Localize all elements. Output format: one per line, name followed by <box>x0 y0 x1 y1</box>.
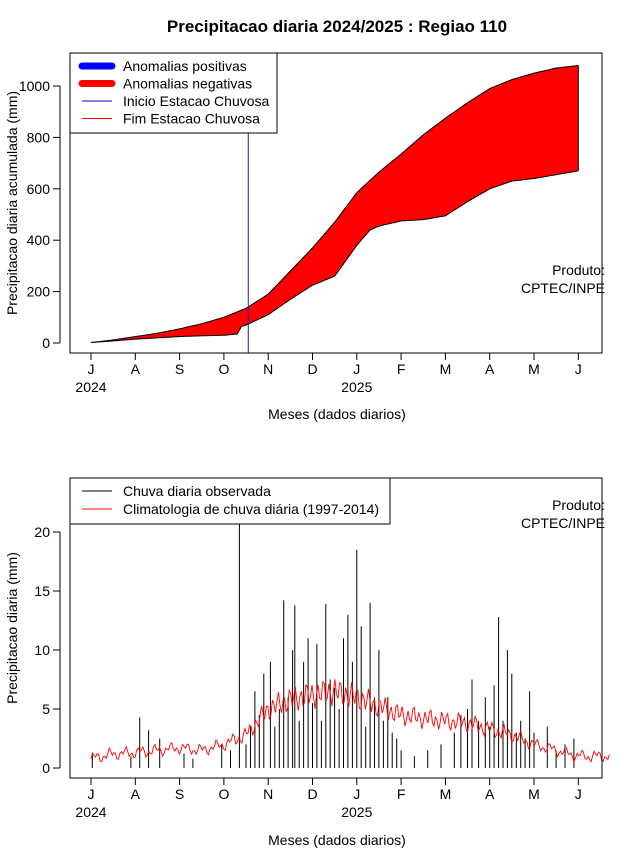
bottom-legend-box <box>69 477 391 525</box>
daily-precip-panel: J A S O N D J F M A M J 2024 2025 0 5 10 15 20 Chuva diar… <box>4 477 610 848</box>
bottom-x-tick-label: O <box>218 786 229 802</box>
top-x-axis: J A S O N D J F M A M J 2024 2025 <box>75 352 582 395</box>
bottom-legend: Chuva diaria observada Climatologia de ch… <box>69 477 391 525</box>
top-y-tick-label: 400 <box>27 232 51 248</box>
top-y-axis: 0 200 400 600 800 1000 <box>19 78 61 351</box>
top-legend: Anomalias positivas Anomalias negativasIn… <box>69 52 278 134</box>
top-legend-label: Fim Estacao Chuvosa <box>123 111 260 127</box>
top-x-tick-label: J <box>88 361 95 377</box>
bottom-y-tick-label: 20 <box>34 524 50 540</box>
bottom-x-tick-label: F <box>397 786 406 802</box>
bottom-year-label: 2024 <box>75 804 106 820</box>
bottom-x-tick-label: A <box>485 786 495 802</box>
top-plot-frame <box>69 52 603 354</box>
top-year-label: 2025 <box>341 379 372 395</box>
daily-bars-layer <box>91 522 575 768</box>
top-year-label: 2024 <box>75 379 106 395</box>
bottom-x-tick-label: J <box>575 786 582 802</box>
bottom-x-tick-label: J <box>353 786 360 802</box>
chart-title: Precipitacao diaria 2024/2025 : Regiao 1… <box>167 17 507 36</box>
bottom-product-note-line2: CPTEC/INPE <box>521 515 605 531</box>
bottom-product-note-line1: Produto: <box>552 497 605 513</box>
bottom-x-tick-label: J <box>88 786 95 802</box>
top-legend-label: Anomalias positivas <box>123 58 247 74</box>
climatology-cumulative-line <box>90 64 579 343</box>
top-y-tick-label: 600 <box>27 181 51 197</box>
top-x-tick-label: M <box>440 361 452 377</box>
bottom-legend-label: Climatologia de chuva diária (1997-2014) <box>123 501 379 517</box>
bottom-x-tick-label: N <box>263 786 273 802</box>
observed-cumulative-line <box>90 170 579 343</box>
climatology-line-layer <box>90 679 610 763</box>
bottom-year-label: 2025 <box>341 804 372 820</box>
top-x-tick-label: O <box>218 361 229 377</box>
bottom-y-tick-label: 10 <box>34 642 50 658</box>
top-y-tick-label: 800 <box>27 129 51 145</box>
top-x-tick-label: M <box>528 361 540 377</box>
anomaly-area-layer <box>91 65 579 343</box>
top-x-tick-label: A <box>131 361 141 377</box>
bottom-y-tick-label: 5 <box>42 701 50 717</box>
bottom-x-tick-label: M <box>440 786 452 802</box>
bottom-legend-label: Chuva diaria observada <box>123 483 271 499</box>
top-x-tick-label: J <box>353 361 360 377</box>
top-product-note-line2: CPTEC/INPE <box>521 280 605 296</box>
bottom-y-axis-label: Precipitacao diaria (mm) <box>4 552 20 704</box>
bottom-y-axis: 0 5 10 15 20 <box>34 524 61 776</box>
bottom-x-axis: J A S O N D J F M A M J 2024 2025 <box>75 777 582 820</box>
cumulative-precip-panel: J A S O N D J F M A M J 2024 2025 0 200 400 600 800 1000 A… <box>4 52 605 422</box>
top-x-tick-label: F <box>397 361 406 377</box>
top-product-note-line1: Produto: <box>552 262 605 278</box>
top-x-axis-label: Meses (dados diarios) <box>268 406 406 422</box>
top-x-tick-label: A <box>485 361 495 377</box>
bottom-y-tick-label: 15 <box>34 583 50 599</box>
daily-climatology-line <box>90 679 610 763</box>
cumulative-lines-layer <box>90 64 579 343</box>
bottom-x-axis-label: Meses (dados diarios) <box>268 832 406 848</box>
bottom-x-tick-label: M <box>528 786 540 802</box>
top-x-tick-label: D <box>307 361 317 377</box>
top-legend-label: Anomalias negativas <box>123 76 252 92</box>
negative-anomaly-area <box>91 65 579 343</box>
top-y-tick-label: 1000 <box>19 78 50 94</box>
bottom-y-tick-label: 0 <box>42 760 50 776</box>
top-x-tick-label: S <box>175 361 184 377</box>
top-x-tick-label: N <box>263 361 273 377</box>
top-y-tick-label: 0 <box>42 335 50 351</box>
bottom-x-tick-label: S <box>175 786 184 802</box>
top-y-tick-label: 200 <box>27 284 51 300</box>
bottom-x-tick-label: A <box>131 786 141 802</box>
top-y-axis-label: Precipitacao diaria acumulada (mm) <box>4 91 20 315</box>
bottom-x-tick-label: D <box>307 786 317 802</box>
top-x-tick-label: J <box>575 361 582 377</box>
top-legend-label: Inicio Estacao Chuvosa <box>123 93 270 109</box>
